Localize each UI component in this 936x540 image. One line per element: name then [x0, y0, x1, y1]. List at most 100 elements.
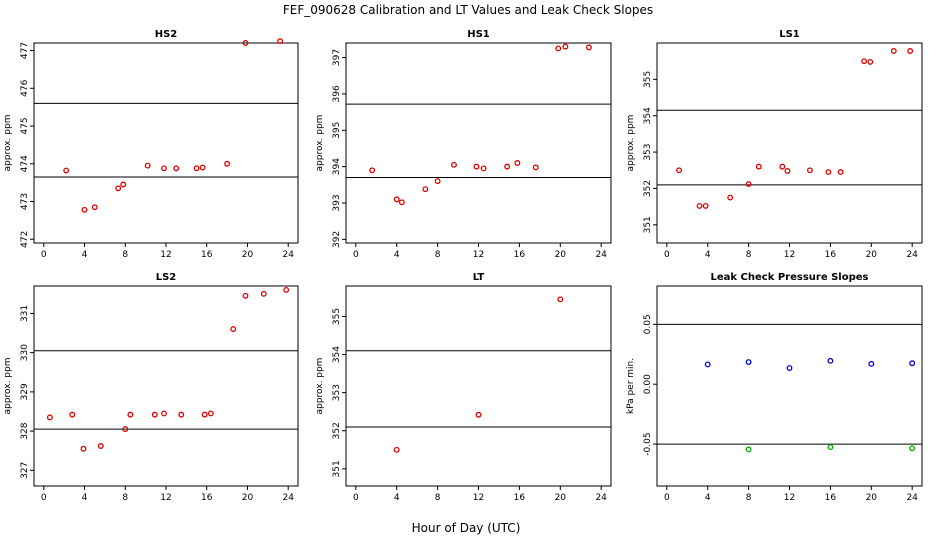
data-point-calibration [890, 48, 897, 54]
x-tick-label: 8 [746, 250, 752, 260]
x-tick-label: 16 [825, 250, 837, 260]
data-point-calibration [161, 165, 167, 172]
x-tick-label: 20 [866, 250, 878, 260]
x-tick-label: 20 [242, 493, 254, 503]
data-point-calibration [755, 163, 762, 170]
data-point-calibration [480, 165, 487, 172]
data-point-calibration [398, 199, 405, 206]
data-point-calibration [532, 164, 539, 171]
data-point-calibration [91, 204, 98, 211]
x-tick-label: 4 [394, 493, 400, 503]
data-point-calibration [207, 410, 214, 417]
data-point-calibration [151, 411, 158, 418]
x-tick-label: 8 [122, 493, 128, 503]
plot-frame [345, 42, 612, 244]
x-tick-label: 4 [394, 250, 400, 260]
data-point-calibration [514, 160, 521, 166]
x-tick-label: 4 [82, 493, 88, 503]
data-point-calibration [861, 58, 868, 65]
y-tick-label: 329 [20, 383, 30, 400]
figure-title: FEF_090628 Calibration and LT Values and… [283, 3, 653, 17]
data-point-calibration [837, 169, 844, 176]
data-point-calibration [451, 161, 457, 168]
data-point-calibration [727, 194, 734, 201]
data-point-calibration [122, 426, 129, 433]
y-tick-label: 330 [20, 344, 30, 361]
x-tick-label: 24 [282, 250, 294, 260]
data-point-calibration [242, 40, 249, 46]
data-point-calibration [825, 169, 832, 176]
data-point-calibration [224, 160, 231, 167]
plot-frame [345, 285, 612, 487]
x-tick-label: 12 [160, 493, 171, 503]
data-point-calibration [193, 165, 200, 172]
data-point-calibration [473, 163, 480, 170]
data-point-calibration [120, 181, 127, 188]
y-tick-label: 474 [20, 155, 30, 172]
x-tick-label: 4 [705, 250, 711, 260]
y-tick-label: 351 [332, 460, 342, 477]
data-point-lt [557, 296, 564, 303]
data-point-calibration [696, 202, 703, 209]
data-point-calibration [178, 411, 185, 418]
x-tick-label: 0 [41, 493, 47, 503]
data-point-calibration [97, 443, 104, 449]
data-point-calibration [144, 162, 151, 169]
data-point-calibration [434, 178, 441, 185]
y-tick-label: 328 [20, 422, 30, 439]
data-point-lt [393, 446, 400, 453]
data-point-calibration [260, 290, 267, 297]
x-tick-label: 12 [784, 250, 795, 260]
y-tick-label: 353 [332, 384, 342, 401]
plot-frame [33, 42, 299, 244]
y-axis-label: approx. ppm [3, 115, 13, 172]
x-tick-label: 8 [435, 493, 441, 503]
y-axis-label: approx. ppm [3, 358, 13, 415]
x-tick-label: 24 [595, 250, 607, 260]
data-point-calibration [81, 206, 88, 213]
data-point-blue [909, 360, 916, 367]
data-point-calibration [867, 58, 874, 65]
data-point-blue [745, 359, 752, 365]
x-tick-label: 0 [664, 250, 670, 260]
data-point-calibration [676, 167, 683, 174]
y-tick-label: 473 [20, 193, 30, 210]
x-tick-label: 20 [242, 250, 254, 260]
data-point-calibration [393, 196, 400, 203]
y-tick-label: 352 [643, 180, 653, 197]
x-tick-label: 20 [866, 493, 878, 503]
data-point-lt [475, 411, 482, 418]
data-point-calibration [69, 411, 76, 418]
panel-title: Leak Check Pressure Slopes [711, 272, 869, 283]
y-tick-label: 331 [20, 305, 30, 322]
x-tick-label: 16 [201, 250, 213, 260]
data-point-calibration [115, 185, 122, 192]
x-axis-label: Hour of Day (UTC) [412, 521, 521, 535]
y-axis-label: approx. ppm [626, 115, 636, 172]
x-tick-label: 16 [514, 250, 526, 260]
data-point-blue [786, 365, 793, 371]
y-tick-label: 351 [643, 216, 653, 233]
data-point-calibration [173, 165, 180, 172]
y-tick-label: 396 [332, 85, 342, 102]
panel-title: LS2 [156, 272, 177, 283]
y-tick-label: 476 [20, 79, 30, 96]
plot-frame [656, 42, 923, 244]
data-point-calibration [80, 445, 87, 452]
panel-leak-check-pressure-slopes: Leak Check Pressure Slopes kPa per min. 0 4… [626, 272, 923, 503]
data-point-blue [704, 361, 711, 368]
data-point-green [827, 444, 834, 451]
x-tick-label: 0 [353, 493, 359, 503]
data-point-calibration [562, 43, 569, 50]
data-point-calibration [283, 286, 290, 293]
data-point-calibration [199, 164, 206, 171]
y-tick-label: 352 [332, 422, 342, 439]
x-tick-label: 4 [82, 250, 88, 260]
x-tick-label: 12 [160, 250, 171, 260]
data-point-calibration [230, 326, 237, 333]
data-point-calibration [806, 167, 813, 174]
data-point-calibration [745, 181, 752, 188]
data-point-calibration [201, 411, 208, 418]
x-tick-label: 8 [122, 250, 128, 260]
